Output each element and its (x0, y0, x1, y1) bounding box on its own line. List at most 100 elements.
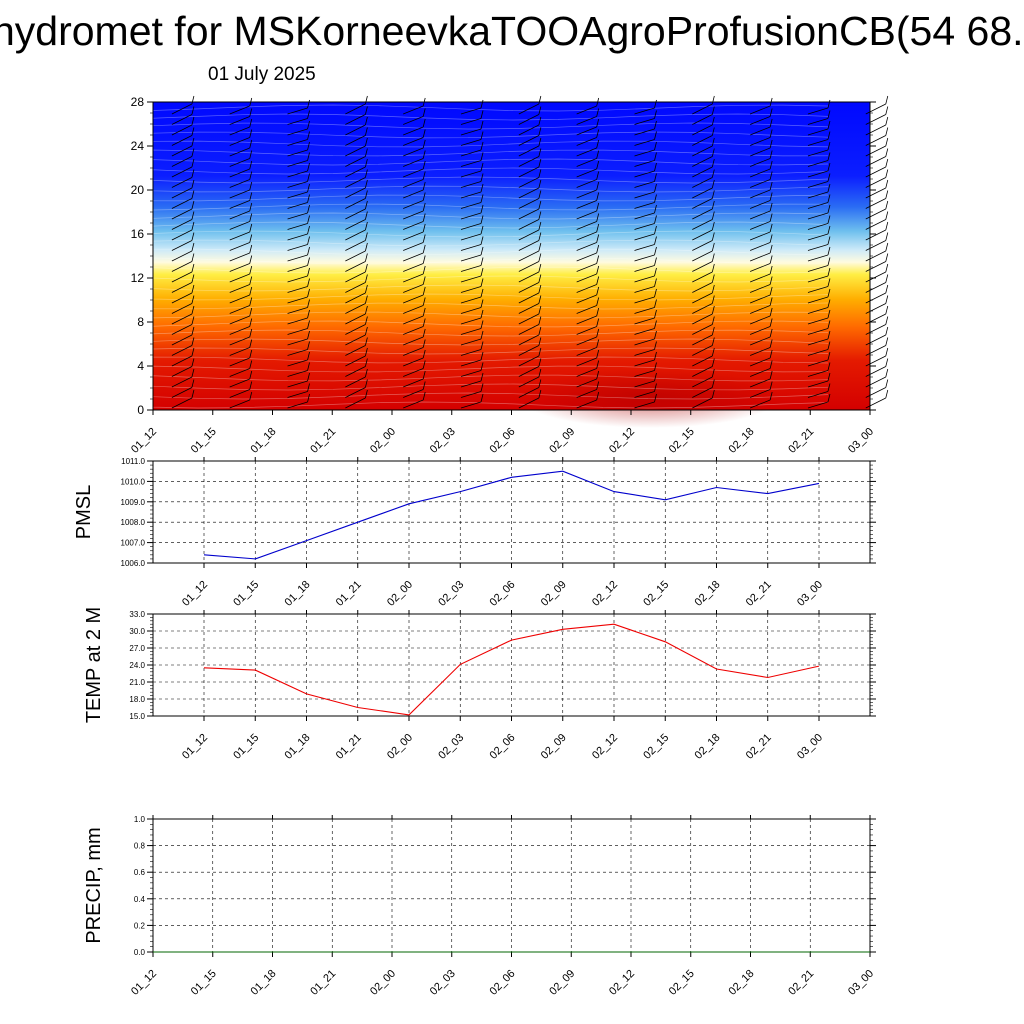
wind-barb (229, 116, 250, 125)
wind-barb (692, 135, 713, 146)
wind-barb (634, 107, 655, 115)
wind-barb-feather (596, 118, 600, 128)
wind-barb-feather (480, 131, 484, 140)
x-tick-label: 02_06 (488, 732, 518, 762)
wind-barb-feather (307, 299, 310, 308)
wind-barb (403, 326, 424, 335)
x-tick-label: 02_06 (488, 579, 518, 609)
wind-barb-feather (596, 129, 600, 138)
wind-barb (403, 357, 424, 367)
wind-barb (749, 347, 771, 356)
wind-barb-feather (307, 183, 310, 193)
wind-barb (634, 170, 655, 178)
wind-barb (171, 240, 193, 251)
wind-barb-feather (538, 116, 542, 126)
wind-barb (807, 317, 829, 325)
wind-barb-feather (422, 339, 426, 348)
wind-barb (345, 229, 366, 241)
wind-barb (865, 219, 886, 230)
wind-barb-feather (885, 347, 889, 357)
wind-barb-feather (364, 284, 368, 294)
wind-barb (576, 336, 597, 346)
y-axis-label: PMSL (73, 485, 95, 539)
wind-barb-feather (480, 330, 484, 340)
wind-barb (807, 160, 829, 167)
wind-barb (345, 187, 366, 199)
wind-barb (287, 202, 308, 209)
x-tick-label: 01_12 (180, 732, 210, 762)
wind-barb (460, 139, 482, 146)
wind-barb-feather (480, 110, 484, 119)
y-tick-label: 24 (131, 139, 145, 153)
contour-line (152, 329, 829, 337)
wind-barb (229, 294, 250, 304)
wind-barb-feather (538, 106, 542, 115)
wind-barb-feather (769, 360, 773, 369)
series-line (203, 470, 820, 560)
wind-barb (865, 145, 886, 157)
wind-barb (403, 252, 424, 262)
wind-barb (576, 252, 597, 262)
y-tick-label: 0.0 (134, 948, 146, 957)
contour-line (152, 284, 829, 292)
wind-barb-feather (596, 192, 600, 201)
wind-barb (403, 389, 424, 398)
wind-barb (403, 126, 424, 136)
wind-barb (345, 124, 366, 136)
wind-barb-feather (654, 299, 657, 308)
wind-barb (287, 149, 308, 157)
wind-barb-feather (769, 339, 773, 348)
wind-barb-feather (249, 276, 253, 285)
wind-barb (692, 397, 713, 409)
wind-barb (229, 168, 250, 178)
y-tick-label: 0.8 (134, 842, 146, 851)
wind-barb (634, 223, 655, 230)
wind-barb (403, 137, 424, 146)
wind-barb-feather (538, 179, 542, 189)
wind-barb (287, 296, 308, 304)
wind-barb-feather (769, 318, 773, 327)
wind-barb-feather (654, 141, 657, 151)
x-tick-label: 01_15 (231, 732, 261, 762)
wind-barb-feather (596, 255, 600, 264)
y-tick-label: 8 (137, 315, 144, 329)
wind-barb (345, 261, 366, 272)
wind-barb-feather (480, 194, 484, 203)
x-tick-label: 02_09 (547, 426, 577, 456)
wind-barb (692, 366, 713, 377)
wind-barb-feather (711, 221, 715, 231)
wind-barb-feather (711, 137, 715, 147)
wind-barb (229, 389, 250, 398)
wind-barb (345, 250, 366, 262)
x-tick-label: 03_00 (846, 426, 876, 456)
x-tick-label: 01_18 (249, 426, 279, 456)
wind-barb-feather (885, 106, 889, 115)
wind-barb-feather (769, 286, 773, 296)
wind-barb (634, 233, 655, 241)
wind-barb (865, 282, 886, 293)
wind-barb (692, 114, 713, 125)
wind-barb (634, 275, 655, 283)
wind-barb-feather (711, 284, 715, 294)
wind-barb-feather (769, 265, 773, 275)
wind-barb (749, 210, 771, 220)
wind-barb (460, 317, 482, 325)
wind-barb-feather (191, 116, 195, 126)
wind-barb-feather (769, 276, 773, 285)
wind-barb-feather (249, 108, 253, 117)
wind-barb (865, 345, 886, 356)
wind-barb-feather (191, 347, 195, 357)
wind-barb (345, 145, 366, 157)
wind-barb (345, 334, 366, 346)
wind-barb (345, 345, 366, 356)
wind-barb-feather (885, 95, 889, 105)
wind-barb-feather (480, 372, 484, 382)
wind-barb (692, 240, 713, 251)
wind-barb-feather (480, 288, 484, 298)
wind-barb-feather (769, 234, 773, 243)
wind-barb-feather (364, 200, 368, 210)
contour-line (152, 401, 829, 409)
chart-title: hydromet for MSKorneevkaTOOAgroProfusion… (0, 8, 1024, 54)
wind-barb-feather (538, 221, 542, 231)
y-tick-label: 0.2 (134, 921, 146, 930)
